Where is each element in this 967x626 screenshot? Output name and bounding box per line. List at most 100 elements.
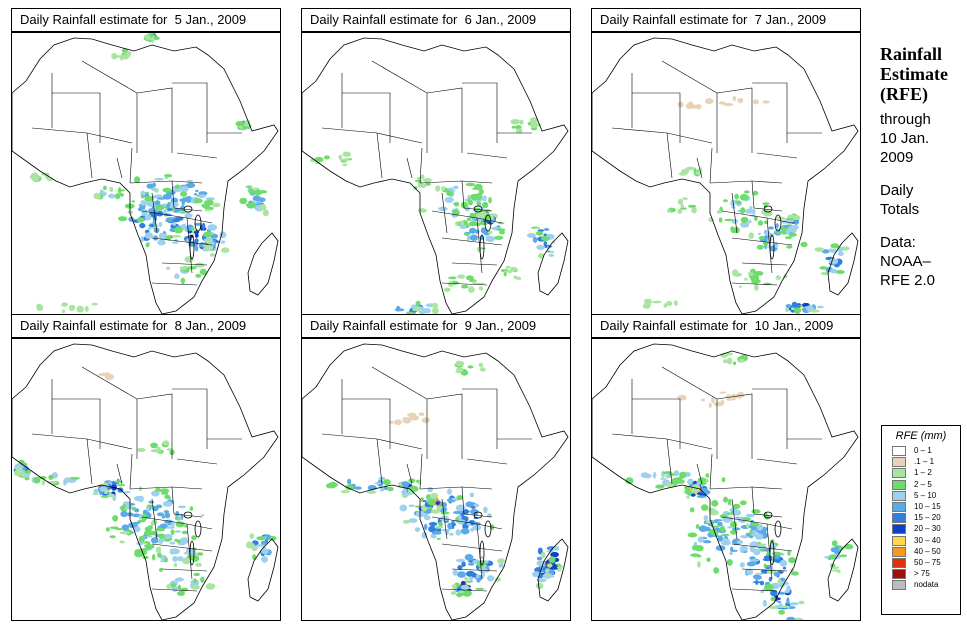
rain-cell — [459, 224, 467, 229]
rain-cell — [513, 275, 518, 280]
rain-cell — [36, 303, 43, 309]
rain-cell — [535, 231, 544, 236]
rain-cell — [677, 101, 684, 108]
rain-cell — [704, 98, 714, 105]
rain-cell — [456, 495, 464, 501]
rain-cell — [106, 527, 110, 532]
rain-cell — [476, 579, 481, 583]
rain-cell — [831, 569, 841, 572]
country-border — [136, 393, 173, 459]
country-border — [461, 180, 493, 212]
rain-cell — [705, 520, 711, 524]
rain-cell — [338, 154, 343, 160]
rain-cell — [455, 529, 462, 536]
country-border — [441, 498, 448, 540]
rain-cell — [726, 394, 732, 399]
lake-outline — [774, 214, 782, 232]
rain-cell — [687, 532, 698, 538]
legend-label: 30 – 40 — [914, 535, 941, 545]
rain-cell — [61, 309, 66, 314]
rain-cell — [207, 224, 218, 231]
rain-cell — [155, 546, 162, 554]
africa-map — [12, 343, 279, 620]
rain-cell — [21, 462, 28, 467]
rain-cell — [773, 571, 781, 577]
rain-cell — [766, 245, 770, 248]
rain-cell — [170, 548, 180, 555]
legend-label: 10 – 15 — [914, 501, 941, 511]
rain-cell — [675, 477, 683, 480]
country-border — [31, 433, 133, 450]
rain-cell — [538, 253, 545, 259]
country-border — [81, 366, 138, 459]
country-border — [632, 398, 681, 449]
map-area — [11, 32, 281, 315]
madagascar-coastline — [537, 232, 569, 296]
rain-cell — [160, 538, 165, 542]
rain-cell — [754, 100, 758, 103]
rain-cell — [739, 500, 747, 506]
country-border — [371, 366, 428, 459]
rain-cell — [380, 487, 385, 492]
rain-cell — [160, 488, 170, 494]
rain-cell — [768, 226, 774, 230]
rain-cell — [114, 55, 123, 58]
rain-cell — [174, 530, 182, 533]
rain-cell — [817, 305, 824, 309]
rain-cell — [713, 567, 720, 574]
map-area — [301, 338, 571, 621]
rain-cell — [478, 188, 484, 195]
rain-cell — [138, 495, 144, 503]
rain-cell — [843, 544, 854, 550]
rain-cell — [701, 504, 709, 511]
rain-cell — [757, 524, 763, 531]
rain-cell — [754, 533, 764, 540]
rain-cell — [763, 220, 768, 225]
rain-cell — [718, 217, 723, 223]
rain-cell — [133, 526, 141, 533]
rain-cell — [193, 578, 197, 584]
legend-label: 5 – 10 — [914, 490, 937, 500]
rain-cell — [483, 506, 488, 514]
rain-cell — [438, 521, 443, 528]
rain-cell — [487, 575, 495, 582]
rain-cell — [753, 548, 761, 556]
legend-item: 0 – 1 — [882, 446, 960, 457]
rain-cell — [537, 547, 543, 555]
rain-cell — [123, 491, 131, 494]
rain-cell — [748, 219, 752, 224]
rain-cell — [455, 504, 466, 512]
rain-cell — [791, 571, 799, 576]
rain-cell — [476, 573, 480, 579]
map-boundaries — [592, 37, 859, 314]
rain-cell — [446, 190, 453, 197]
country-border — [441, 588, 488, 592]
rain-cell — [205, 240, 213, 244]
country-border — [151, 192, 158, 234]
country-border — [426, 393, 463, 459]
rain-cell — [93, 488, 99, 494]
country-border — [52, 92, 101, 143]
rain-cell — [144, 530, 153, 536]
rain-cell — [790, 227, 796, 233]
country-border — [466, 458, 508, 465]
map-area — [11, 338, 281, 621]
rain-cell — [640, 472, 650, 478]
rain-cell — [41, 480, 46, 486]
rain-cell — [480, 367, 486, 372]
rain-cell — [535, 227, 540, 230]
rain-cell — [510, 119, 521, 125]
rain-cell — [799, 304, 803, 307]
rain-cell — [545, 568, 550, 571]
rain-cell — [100, 495, 109, 498]
rain-cell — [475, 213, 486, 219]
rain-cell — [260, 540, 267, 545]
rain-cell — [820, 271, 830, 276]
rain-cell — [103, 482, 109, 486]
rain-cell — [147, 227, 151, 231]
country-border — [116, 157, 123, 179]
rain-cell — [737, 393, 742, 400]
rain-cell — [732, 503, 741, 509]
rain-cell — [717, 521, 723, 527]
rain-cell — [206, 199, 214, 206]
